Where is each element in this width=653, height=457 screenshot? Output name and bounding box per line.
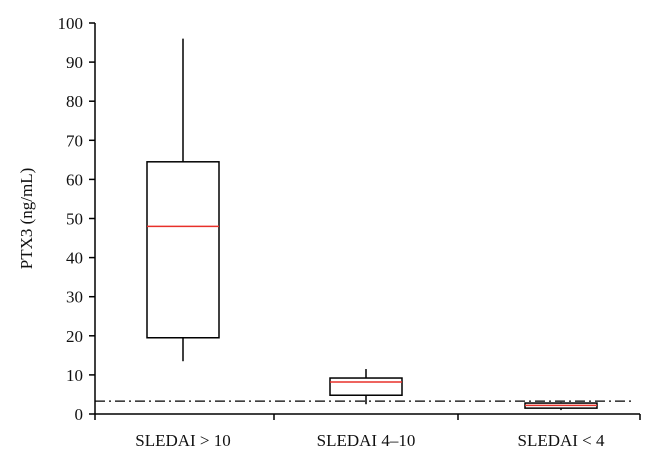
y-tick-label: 100 bbox=[58, 14, 84, 33]
box-3 bbox=[524, 402, 598, 411]
boxes bbox=[146, 38, 598, 411]
y-tick-label: 40 bbox=[66, 249, 83, 268]
y-tick-label: 70 bbox=[66, 131, 83, 150]
y-axis-title: PTX3 (ng/mL) bbox=[17, 168, 36, 270]
x-ticks: SLEDAI > 10 SLEDAI 4–10 SLEDAI < 4 bbox=[94, 414, 641, 450]
box-body bbox=[146, 161, 220, 339]
y-tick-label: 20 bbox=[66, 327, 83, 346]
box-2 bbox=[329, 369, 403, 405]
x-tick-label: SLEDAI 4–10 bbox=[317, 431, 416, 450]
y-tick-label: 30 bbox=[66, 288, 83, 307]
y-tick-label: 90 bbox=[66, 53, 83, 72]
y-tick-label: 0 bbox=[75, 405, 84, 424]
y-tick-label: 10 bbox=[66, 366, 83, 385]
x-tick-label: SLEDAI < 4 bbox=[517, 431, 605, 450]
x-tick-label: SLEDAI > 10 bbox=[135, 431, 231, 450]
box-1 bbox=[146, 38, 220, 362]
y-tick-label: 80 bbox=[66, 92, 83, 111]
y-tick-label: 60 bbox=[66, 170, 83, 189]
y-ticks: 0 10 20 30 40 50 60 70 80 90 100 bbox=[58, 14, 95, 424]
y-tick-label: 50 bbox=[66, 210, 83, 229]
box-body bbox=[329, 377, 403, 396]
